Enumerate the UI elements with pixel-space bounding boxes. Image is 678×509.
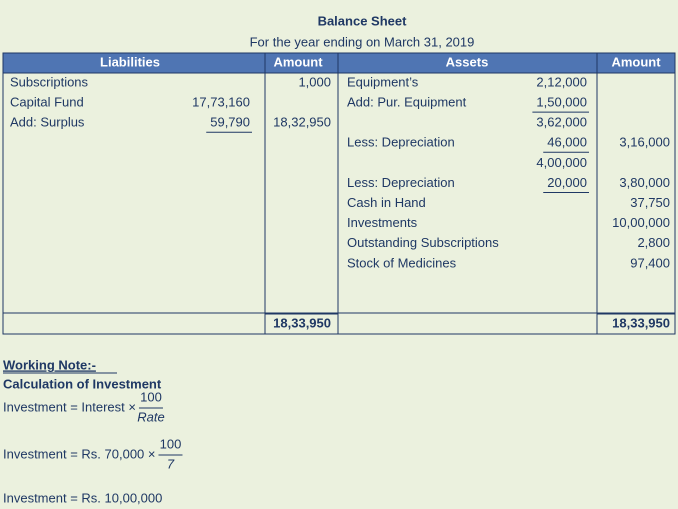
asset-amount: 2,800	[637, 235, 670, 250]
header: Assets	[446, 54, 489, 69]
title: Balance Sheet	[318, 13, 408, 28]
asset-amount: 37,750	[630, 195, 670, 210]
total: 18,33,950	[612, 315, 670, 330]
asset-amount: 3,80,000	[619, 175, 670, 190]
total-box	[596, 313, 676, 335]
denominator: 7	[167, 456, 175, 471]
asset: Add: Pur. Equipment	[347, 95, 467, 110]
asset-sub: 1,50,000	[536, 95, 587, 110]
asset-amount: 10,00,000	[612, 215, 670, 230]
asset-sub: 3,62,000	[536, 115, 587, 130]
asset-amount: 3,16,000	[619, 135, 670, 150]
liability-sub: 59,790	[210, 115, 250, 130]
header: Amount	[611, 54, 661, 69]
asset: Stock of Medicines	[347, 255, 457, 270]
asset-sub: 2,12,000	[536, 74, 587, 89]
asset: Outstanding Subscriptions	[347, 235, 499, 250]
total: 18,33,950	[273, 315, 331, 330]
asset-sub: 4,00,000	[536, 155, 587, 170]
liability: Capital Fund	[10, 95, 84, 110]
liability: Add: Surplus	[10, 115, 85, 130]
asset-sub: 20,000	[547, 175, 587, 190]
numerator: 100	[140, 389, 162, 404]
subtitle: For the year ending on March 31, 2019	[250, 34, 475, 49]
liability-amount: 18,32,950	[273, 115, 331, 130]
asset-amount: 97,400	[630, 255, 670, 270]
note-line: Investment = Interest ×	[3, 399, 136, 414]
asset: Investments	[347, 215, 418, 230]
liability-sub: 17,73,160	[192, 95, 250, 110]
total-box	[264, 313, 339, 335]
table-border	[2, 52, 676, 335]
denominator: Rate	[137, 409, 164, 424]
note-subheading: Calculation of Investment	[3, 376, 162, 391]
asset: Less: Depreciation	[347, 135, 455, 150]
liability: Subscriptions	[10, 74, 89, 89]
note-heading: Working Note:-	[3, 357, 96, 372]
asset: Cash in Hand	[347, 195, 426, 210]
asset: Equipment’s	[347, 74, 419, 89]
asset: Less: Depreciation	[347, 175, 455, 190]
note-line: Investment = Rs. 10,00,000	[3, 490, 162, 505]
note-line: Investment = Rs. 70,000 ×	[3, 446, 155, 461]
numerator: 100	[160, 436, 182, 451]
header: Amount	[273, 54, 323, 69]
header: Liabilities	[100, 54, 160, 69]
asset-sub: 46,000	[547, 135, 587, 150]
liability-amount: 1,000	[298, 74, 331, 89]
